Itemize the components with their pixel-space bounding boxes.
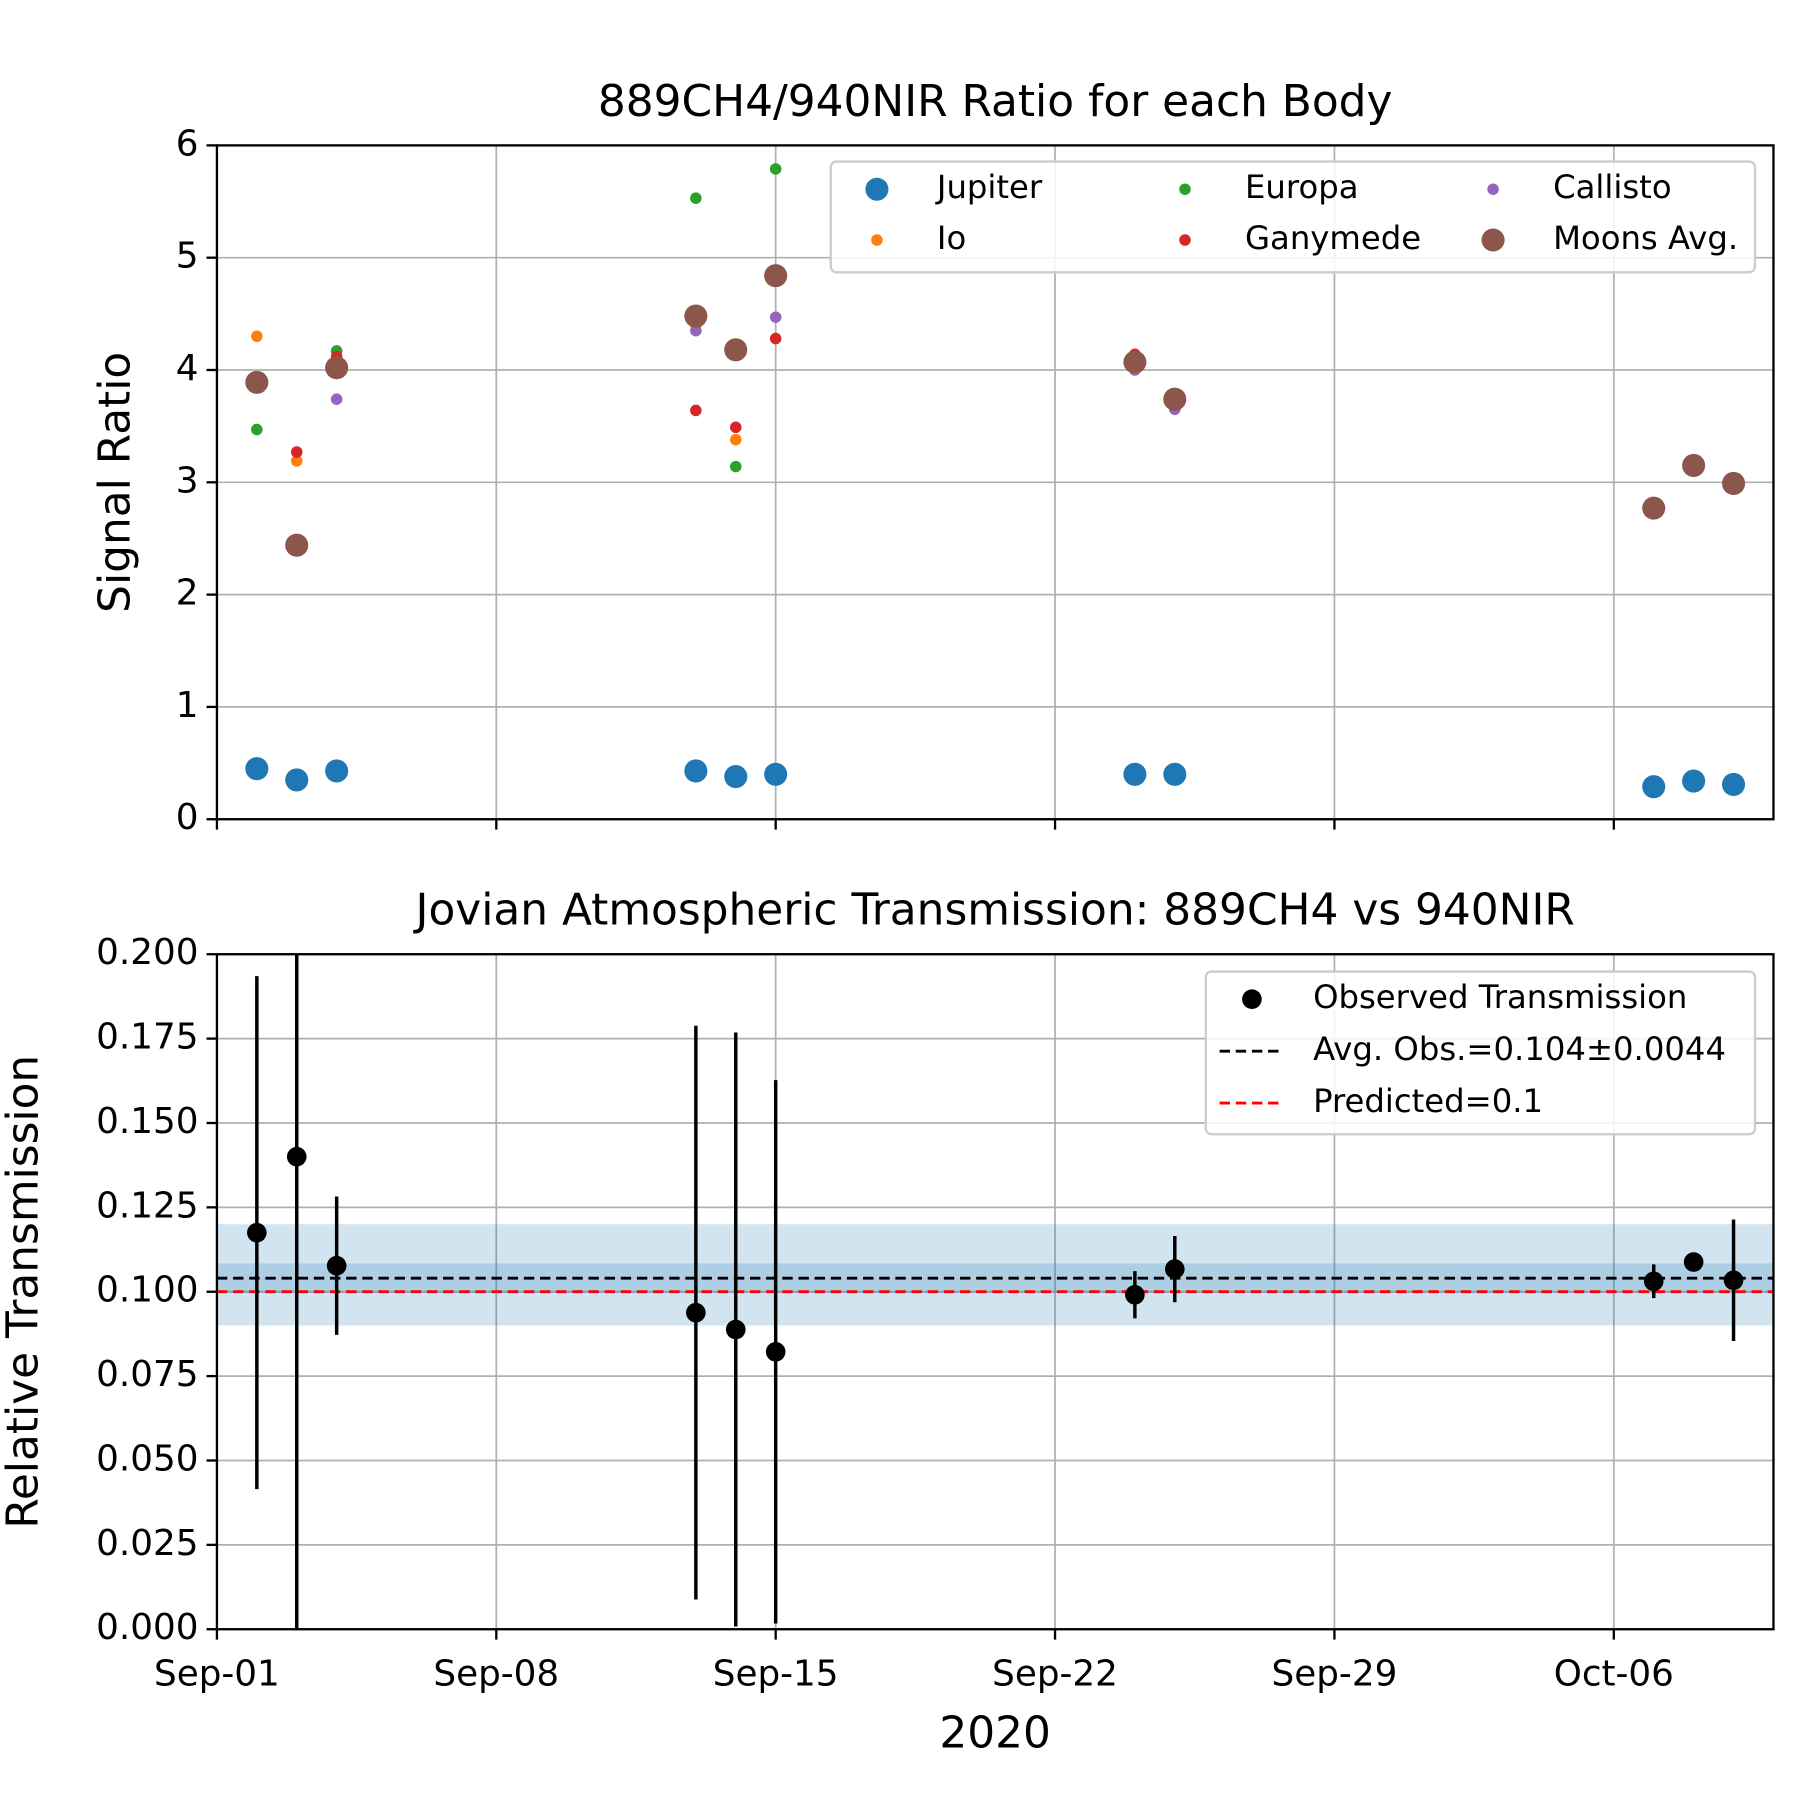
point (1642, 775, 1666, 799)
legend-label: Moons Avg. (1553, 219, 1738, 257)
legend-marker (1242, 989, 1262, 1010)
point (1723, 1270, 1744, 1291)
point (764, 264, 788, 288)
point (1683, 1252, 1704, 1272)
x-axis-label: 2020 (939, 1707, 1051, 1758)
point (251, 423, 263, 436)
point (686, 1302, 706, 1323)
point (690, 404, 702, 417)
point (769, 311, 782, 323)
y-tick-label: 2 (176, 573, 199, 614)
legend-label: Observed Transmission (1313, 978, 1687, 1016)
point (684, 304, 708, 328)
y-tick-label: 4 (176, 348, 199, 389)
point (769, 332, 782, 345)
legend-label: Europa (1245, 168, 1359, 206)
point (1682, 769, 1706, 793)
point (764, 762, 788, 786)
y-tick-label: 0.025 (96, 1523, 198, 1564)
x-tick-label: Sep-08 (433, 1653, 559, 1694)
point (1682, 453, 1706, 477)
point (1642, 496, 1666, 520)
point (247, 1222, 267, 1243)
y-tick-label: 1 (176, 685, 199, 726)
x-tick-label: Sep-15 (713, 1653, 839, 1694)
y-tick-label: 0.200 (96, 932, 198, 973)
point (251, 330, 263, 343)
legend-label: Callisto (1553, 168, 1672, 206)
chart-title: 889CH4/940NIR Ratio for each Body (598, 76, 1393, 127)
y-tick-label: 5 (176, 236, 199, 277)
point (765, 1341, 786, 1362)
point (326, 1255, 347, 1276)
legend-marker (1179, 183, 1191, 195)
point (1125, 1284, 1145, 1305)
point (285, 768, 309, 792)
point (690, 324, 702, 337)
y-tick-label: 0.050 (96, 1438, 198, 1479)
y-tick-label: 6 (176, 123, 199, 164)
legend-label: Predicted=0.1 (1313, 1082, 1543, 1120)
x-tick-label: Sep-29 (1272, 1653, 1398, 1694)
point (286, 1146, 307, 1167)
point (1123, 762, 1147, 786)
legend-marker (1481, 228, 1505, 252)
y-tick-label: 0 (176, 797, 199, 838)
point (330, 393, 343, 405)
legend-box (829, 160, 1757, 274)
legend-label: Ganymede (1245, 219, 1421, 257)
point (730, 421, 742, 434)
legend-label: Avg. Obs.=0.104±0.0044 (1313, 1030, 1726, 1068)
point (769, 163, 782, 175)
point (290, 455, 303, 467)
point (1722, 471, 1746, 495)
plot-frame (215, 144, 1775, 821)
y-tick-label: 0.000 (96, 1607, 198, 1648)
point (724, 765, 748, 789)
x-tick-label: Sep-01 (154, 1653, 280, 1694)
legend-label: Jupiter (935, 168, 1043, 206)
y-tick-label: 0.150 (96, 1101, 198, 1142)
y-tick-label: 0.075 (96, 1354, 198, 1395)
point (725, 1319, 746, 1340)
x-tick-label: Sep-22 (992, 1653, 1118, 1694)
point (1164, 1259, 1185, 1279)
plot-frame (215, 953, 1775, 1631)
point (325, 356, 349, 380)
point (245, 757, 269, 781)
point (325, 759, 349, 783)
y-axis-label: Signal Ratio (90, 352, 141, 613)
legend-marker (871, 234, 883, 246)
point (1163, 762, 1187, 786)
legend-box (1204, 970, 1757, 1136)
point (1722, 772, 1746, 796)
chart-title: Jovian Atmospheric Transmission: 889CH4 … (413, 885, 1575, 936)
point (724, 338, 748, 362)
point (730, 433, 742, 446)
point (690, 192, 702, 204)
y-tick-label: 3 (176, 460, 199, 501)
x-tick-label: Oct-06 (1554, 1653, 1674, 1694)
y-tick-label: 0.125 (96, 1185, 198, 1226)
point (1163, 387, 1187, 411)
y-tick-label: 0.175 (96, 1017, 198, 1058)
point (285, 533, 309, 557)
legend-marker (1487, 183, 1499, 195)
y-axis-label: Relative Transmission (0, 1055, 48, 1529)
point (684, 759, 708, 783)
point (1123, 350, 1147, 374)
point (1643, 1271, 1664, 1292)
point (290, 446, 303, 458)
legend-marker (865, 177, 889, 201)
y-tick-label: 0.100 (96, 1270, 198, 1311)
point (730, 460, 742, 473)
band (216, 1224, 1774, 1326)
legend-label: Io (937, 219, 966, 257)
legend-marker (1179, 234, 1191, 246)
point (245, 370, 269, 394)
